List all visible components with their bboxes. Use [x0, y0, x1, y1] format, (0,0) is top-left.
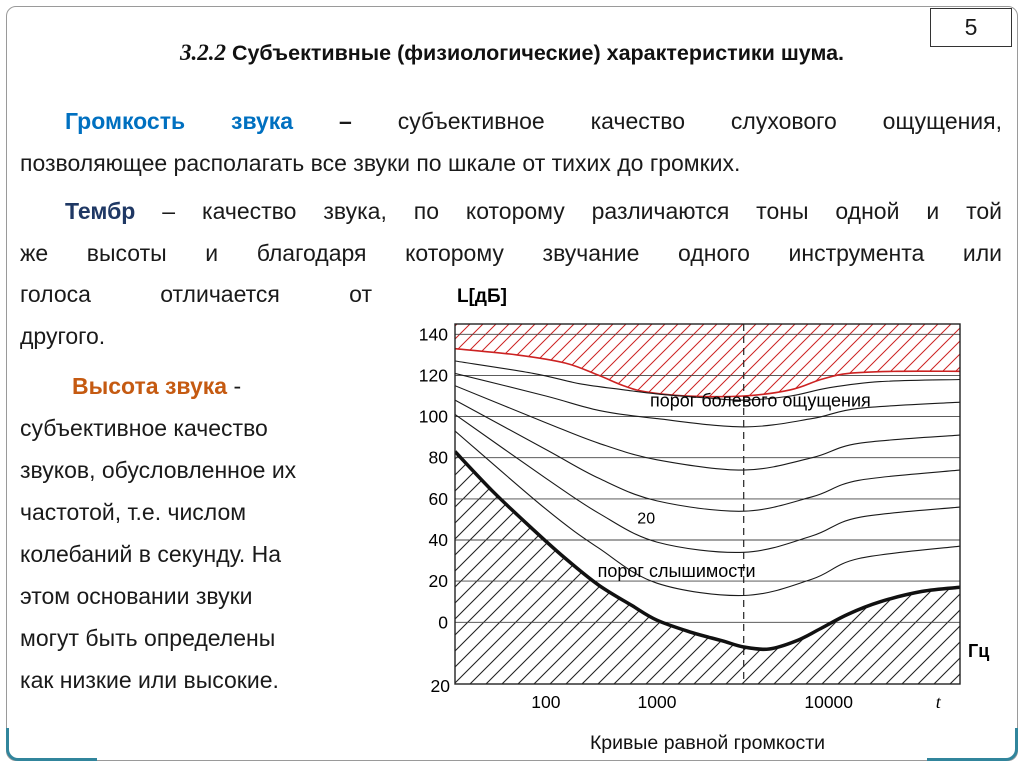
bottom-left-accent — [6, 728, 97, 761]
svg-text:100: 100 — [419, 407, 448, 427]
pitch-dash: - — [233, 373, 242, 399]
pitch-line-7: могут быть определены — [20, 625, 276, 651]
left-text-column: голоса отличается от другого. Высота зву… — [20, 273, 372, 701]
svg-text:порог болевого ощущения: порог болевого ощущения — [650, 390, 871, 410]
pitch-line-4: частотой, т.е. числом — [20, 499, 247, 525]
svg-text:20: 20 — [431, 676, 451, 696]
svg-text:0: 0 — [438, 612, 448, 632]
pitch-paragraph: Высота звука - субъективное качество зву… — [20, 365, 372, 701]
loudness-paragraph: Громкость звука – субъективное качество … — [20, 100, 1002, 184]
pitch-line-6: этом основании звуки — [20, 583, 253, 609]
timbre-dash: – — [162, 198, 176, 224]
svg-text:t: t — [936, 692, 942, 712]
timbre-line-1: Тембр – качество звука, по которому разл… — [20, 190, 1002, 232]
timbre-term: Тембр — [65, 198, 136, 224]
svg-text:порог слышимости: порог слышимости — [598, 561, 756, 581]
loudness-line-2: позволяющее располагать все звуки по шка… — [20, 150, 741, 176]
pitch-term: Высота звука — [72, 373, 228, 399]
title-section-number: 3.2.2 — [179, 40, 226, 65]
page-number: 5 — [964, 14, 978, 40]
equal-loudness-svg: 140 120 100 80 60 40 20 0 20 100 1000 10000 t Гц L[дБ]… — [419, 286, 989, 712]
pitch-line-2: субъективное качество — [20, 415, 268, 441]
timbre-paragraph: Тембр – качество звука, по которому разл… — [20, 190, 1002, 274]
pitch-line-5: колебаний в секунду. На — [20, 541, 282, 567]
page-number-box: 5 — [930, 8, 1012, 47]
svg-text:140: 140 — [419, 324, 448, 344]
svg-text:10000: 10000 — [804, 692, 853, 712]
pitch-line-3: звуков, обусловленное их — [20, 457, 297, 483]
svg-text:80: 80 — [429, 448, 449, 468]
svg-text:40: 40 — [429, 530, 449, 550]
timbre-line-3: голоса отличается от — [20, 281, 372, 307]
pitch-line-8: как низкие или высокие. — [20, 667, 279, 693]
svg-text:120: 120 — [419, 365, 448, 385]
timbre-line-4: другого. — [20, 323, 106, 349]
svg-text:Гц: Гц — [968, 641, 989, 661]
slide-title: 3.2.2 Субъективные (физиологические) хар… — [30, 40, 994, 66]
svg-text:20: 20 — [429, 571, 449, 591]
svg-text:20: 20 — [637, 511, 655, 528]
pitch-line-1: Высота звука - — [20, 365, 372, 407]
loudness-line1-text: субъективное качество слухового ощущения… — [397, 108, 1003, 134]
equal-loudness-chart: 140 120 100 80 60 40 20 0 20 100 1000 10000 t Гц L[дБ]… — [408, 282, 1020, 767]
loudness-line-1: Громкость звука – субъективное качество … — [20, 100, 1002, 142]
timbre-line1-text: качество звука, по которому различаются … — [202, 198, 1003, 224]
svg-text:100: 100 — [531, 692, 560, 712]
svg-text:1000: 1000 — [638, 692, 677, 712]
svg-text:L[дБ]: L[дБ] — [457, 286, 507, 307]
loudness-dash: – — [339, 108, 352, 134]
svg-text:60: 60 — [429, 489, 449, 509]
title-text: Субъективные (физиологические) характери… — [231, 41, 845, 65]
chart-caption: Кривые равной громкости — [589, 732, 826, 754]
timbre-line-2: же высоты и благодаря которому звучание … — [20, 240, 1002, 266]
loudness-term: Громкость звука — [65, 108, 294, 134]
